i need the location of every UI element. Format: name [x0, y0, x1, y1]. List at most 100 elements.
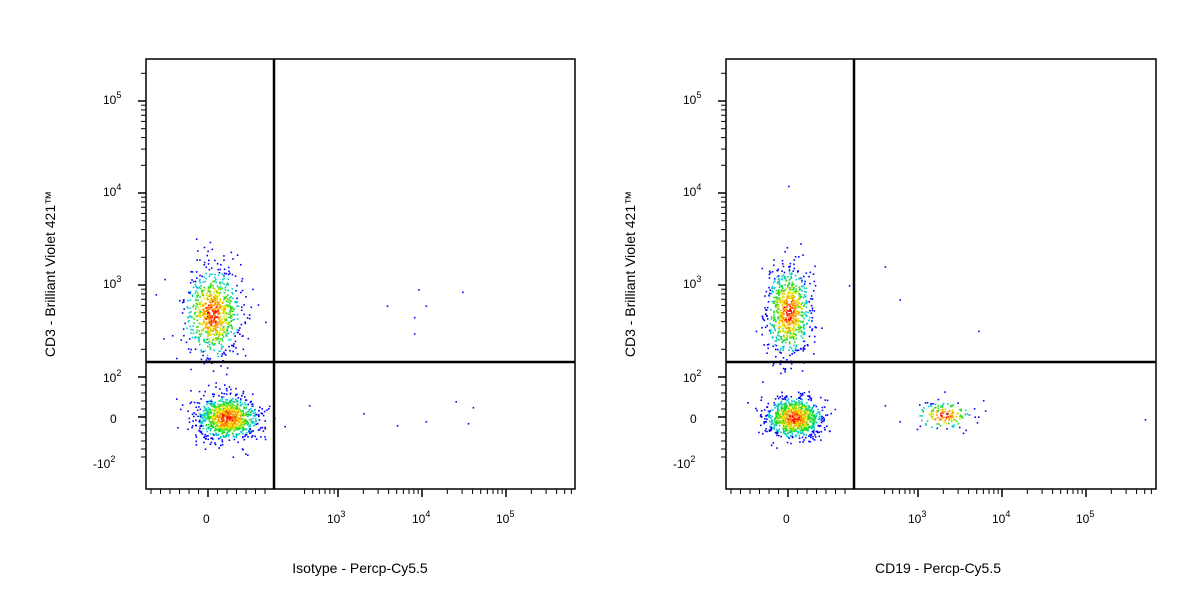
event-dot	[786, 295, 789, 298]
event-dot	[782, 324, 784, 326]
event-dot	[190, 311, 192, 313]
event-dot	[794, 290, 796, 293]
event-dot	[233, 343, 235, 345]
event-dot	[246, 317, 249, 319]
event-dot	[928, 413, 931, 416]
event-dot	[254, 415, 256, 418]
event-dot	[209, 340, 212, 343]
event-dot	[215, 428, 217, 431]
event-dot	[176, 398, 178, 400]
event-dot	[220, 343, 223, 346]
event-dot	[956, 412, 959, 415]
event-dot	[246, 420, 248, 422]
event-dot	[761, 267, 764, 270]
event-dot	[792, 291, 794, 294]
event-dot	[247, 403, 250, 406]
event-dot	[205, 359, 208, 361]
event-dot	[778, 286, 781, 288]
event-dot	[214, 442, 216, 444]
event-dot	[779, 351, 781, 354]
event-dot	[199, 316, 202, 319]
event-dot	[201, 421, 204, 424]
event-dot	[241, 427, 244, 429]
event-dot	[188, 315, 191, 317]
event-dot	[230, 404, 233, 407]
event-dot	[182, 301, 184, 304]
event-dot	[224, 310, 226, 312]
event-dot	[797, 425, 799, 428]
event-dot	[760, 416, 763, 418]
event-dot	[791, 435, 794, 438]
event-dot	[787, 297, 790, 299]
event-dot	[217, 295, 219, 298]
event-dot	[774, 318, 777, 321]
event-dot	[225, 312, 228, 314]
event-dot	[216, 305, 218, 307]
event-dot	[791, 312, 794, 314]
event-dot	[755, 330, 758, 333]
event-dot	[219, 283, 222, 285]
event-dot	[940, 412, 942, 415]
event-dot	[209, 325, 211, 327]
event-dot	[207, 406, 210, 409]
event-dot	[200, 431, 202, 434]
event-dot	[778, 283, 780, 286]
event-dot	[193, 313, 196, 315]
event-dot	[784, 396, 786, 399]
event-dot	[228, 304, 231, 307]
event-dot	[785, 395, 788, 397]
event-dot	[783, 422, 786, 424]
event-dot	[223, 283, 225, 285]
event-dot	[155, 294, 158, 296]
event-dot	[234, 411, 237, 413]
event-dot	[238, 408, 241, 411]
event-dot	[768, 286, 770, 289]
event-dot	[251, 420, 253, 423]
event-dot	[183, 308, 185, 310]
event-dot	[786, 404, 788, 407]
event-dot	[226, 416, 229, 418]
event-dot	[779, 420, 781, 423]
event-dot	[818, 435, 821, 438]
event-dot	[788, 349, 790, 351]
event-dot	[800, 424, 802, 427]
event-dot	[796, 290, 798, 293]
event-dot	[784, 302, 787, 304]
event-dot	[222, 396, 225, 398]
event-dot	[799, 422, 801, 425]
event-dot	[784, 338, 787, 341]
event-dot	[776, 406, 779, 409]
event-dot	[793, 425, 796, 428]
event-dot	[212, 324, 214, 327]
event-dot	[206, 413, 209, 415]
event-dot	[239, 417, 241, 419]
event-dot	[788, 323, 791, 326]
event-dot	[777, 415, 780, 418]
event-dot	[807, 415, 809, 418]
event-dot	[213, 320, 216, 322]
event-dot	[793, 267, 796, 270]
event-dot	[798, 404, 800, 406]
event-dot	[205, 272, 207, 275]
event-dot	[217, 313, 219, 315]
event-dot	[190, 401, 193, 403]
event-dot	[803, 305, 805, 307]
event-dot	[227, 294, 229, 296]
event-dot	[768, 343, 770, 346]
event-dot	[800, 303, 803, 306]
event-dot	[816, 430, 818, 433]
event-dot	[803, 421, 805, 423]
event-dot	[226, 298, 229, 300]
event-dot	[930, 404, 932, 406]
event-dot	[809, 397, 812, 399]
event-dot	[812, 412, 814, 415]
event-dot	[240, 415, 242, 417]
event-dot	[183, 301, 185, 303]
event-dot	[222, 401, 225, 403]
event-dot	[781, 407, 783, 410]
event-dot	[204, 327, 207, 329]
event-dot	[208, 418, 210, 420]
event-dot	[777, 289, 780, 291]
event-dot	[801, 279, 803, 282]
event-dot	[217, 337, 219, 340]
